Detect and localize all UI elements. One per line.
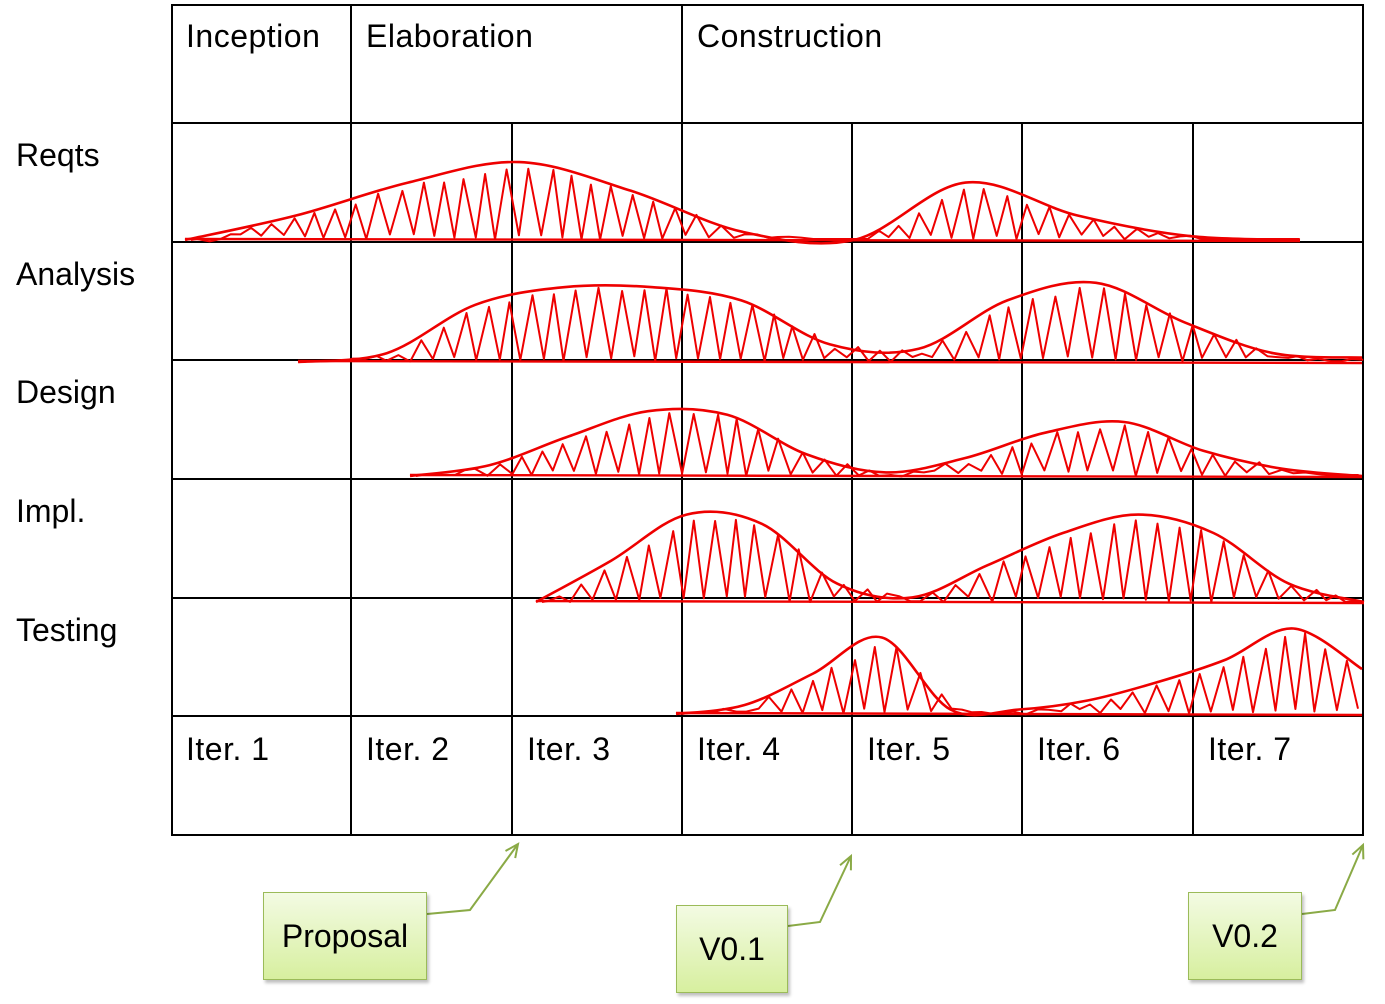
effort-outline: [184, 160, 1301, 245]
iteration-label-7: Iter. 7: [1208, 731, 1292, 767]
milestone-label: V0.2: [1212, 917, 1278, 954]
effort-outline: [535, 510, 1365, 604]
iteration-label-4: Iter. 4: [697, 731, 781, 767]
milestone-label: Proposal: [281, 917, 409, 954]
effort-baseline: [675, 711, 1363, 717]
effort-curve-analysis: [297, 280, 1364, 365]
iteration-label-1: Iter. 1: [186, 731, 270, 767]
workflow-label-design: Design: [16, 374, 116, 410]
effort-curve-impl: [535, 510, 1365, 605]
phase-label-construction: Construction: [697, 18, 883, 54]
phase-label-elaboration: Elaboration: [366, 18, 534, 54]
milestone-arrow: [1301, 844, 1364, 915]
effort-baseline: [409, 473, 1363, 479]
effort-baseline: [535, 599, 1365, 605]
iteration-label-2: Iter. 2: [366, 731, 450, 767]
milestone-arrow: [787, 855, 852, 927]
grid-border: [171, 4, 1364, 836]
milestone-label: V0.1: [699, 930, 765, 967]
effort-hatching: [681, 632, 1359, 716]
milestone-arrows: [426, 842, 1365, 927]
effort-outline: [409, 407, 1363, 478]
workflow-label-impl: Impl.: [16, 493, 86, 529]
effort-hatching: [303, 286, 1364, 363]
effort-curve-reqts: [184, 160, 1301, 245]
effort-hatching: [190, 167, 1300, 243]
phase-label-inception: Inception: [186, 18, 321, 54]
effort-baseline: [297, 359, 1363, 365]
workflow-label-testing: Testing: [16, 612, 118, 648]
arrow-head-icon: [1351, 842, 1365, 860]
effort-hatching: [415, 412, 1359, 478]
iteration-label-3: Iter. 3: [527, 731, 611, 767]
milestone-proposal: Proposal: [263, 892, 427, 980]
effort-hatching: [541, 518, 1359, 603]
effort-baseline: [184, 237, 1301, 243]
effort-curves: [184, 160, 1365, 717]
milestone-arrow: [426, 843, 519, 915]
workflow-label-reqts: Reqts: [16, 137, 100, 173]
arrow-head-icon: [505, 842, 520, 859]
milestone-v0-1: V0.1: [676, 905, 788, 993]
effort-curve-design: [409, 407, 1363, 479]
workflow-label-analysis: Analysis: [16, 256, 136, 292]
effort-outline: [297, 280, 1363, 364]
effort-curve-testing: [675, 627, 1363, 717]
effort-outline: [675, 627, 1363, 717]
arrow-head-icon: [839, 853, 853, 871]
iteration-label-5: Iter. 5: [867, 731, 951, 767]
milestone-v0-2: V0.2: [1188, 892, 1302, 980]
iteration-label-6: Iter. 6: [1037, 731, 1121, 767]
